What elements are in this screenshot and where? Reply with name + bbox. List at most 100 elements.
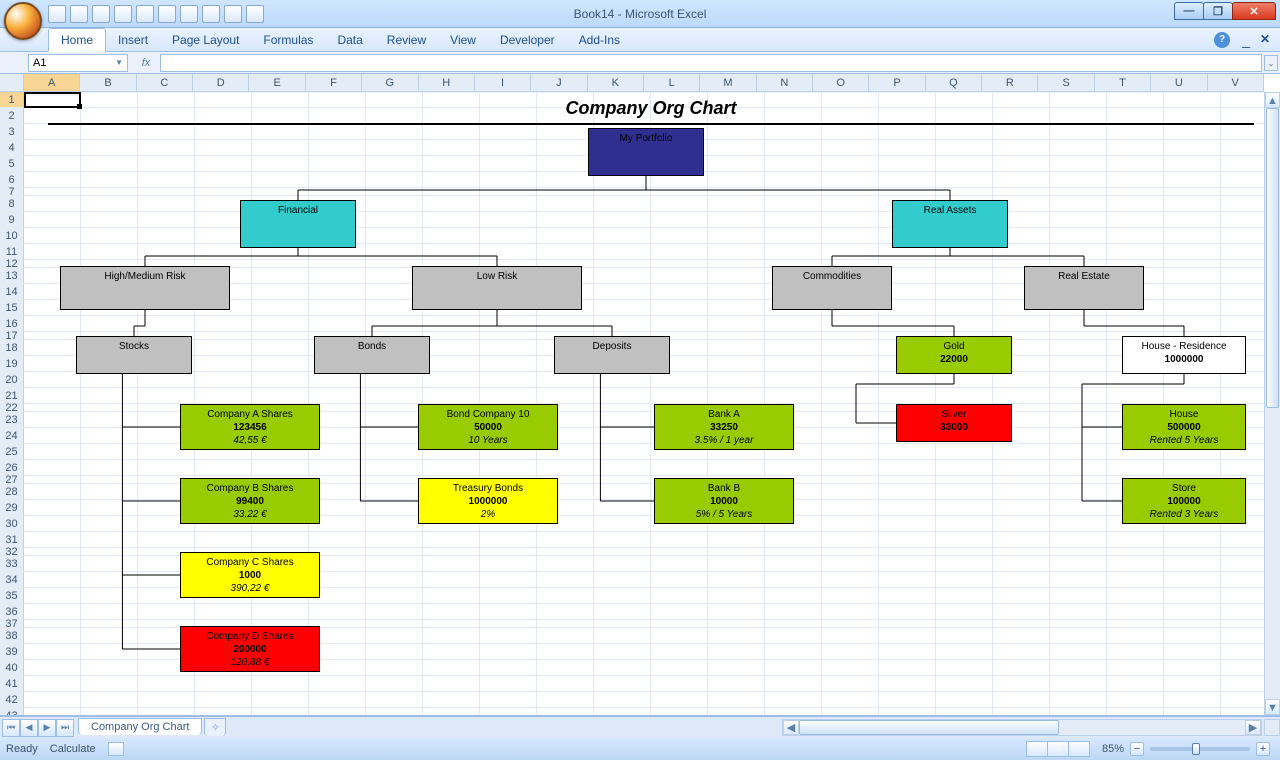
org-node-financial[interactable]: Financial [240, 200, 356, 248]
row-header[interactable]: 4 [0, 140, 24, 156]
row-header[interactable]: 9 [0, 212, 24, 228]
zoom-level[interactable]: 85% [1102, 743, 1124, 755]
ribbon-tab-developer[interactable]: Developer [488, 29, 567, 51]
column-header[interactable]: A [24, 74, 80, 92]
org-node-lowrisk[interactable]: Low Risk [412, 266, 582, 310]
row-header[interactable]: 17 [0, 332, 24, 340]
org-node-coC[interactable]: Company C Shares1000390,22 € [180, 552, 320, 598]
row-header[interactable]: 25 [0, 444, 24, 460]
org-node-root[interactable]: My Portfolio [588, 128, 704, 176]
scroll-left-icon[interactable]: ◀ [783, 720, 799, 735]
vertical-scrollbar[interactable]: ▲ ▼ [1264, 92, 1280, 715]
row-header[interactable]: 23 [0, 412, 24, 428]
name-box-dropdown-icon[interactable]: ▼ [115, 58, 123, 67]
org-node-bankB[interactable]: Bank B100005% / 5 Years [654, 478, 794, 524]
column-header[interactable]: T [1095, 74, 1151, 92]
org-node-bond10[interactable]: Bond Company 105000010 Years [418, 404, 558, 450]
row-header[interactable]: 14 [0, 284, 24, 300]
row-header[interactable]: 5 [0, 156, 24, 172]
org-node-realest[interactable]: Real Estate [1024, 266, 1144, 310]
h-scroll-split[interactable] [1264, 719, 1280, 736]
org-node-tbonds[interactable]: Treasury Bonds10000002% [418, 478, 558, 524]
scroll-up-icon[interactable]: ▲ [1265, 92, 1280, 108]
tab-nav-prev-icon[interactable]: ◀ [20, 719, 38, 737]
view-page-layout-icon[interactable] [1047, 741, 1069, 757]
org-node-bonds[interactable]: Bonds [314, 336, 430, 374]
select-all-corner[interactable] [0, 74, 24, 92]
column-header[interactable]: M [700, 74, 756, 92]
help-icon[interactable]: ? [1214, 32, 1230, 48]
row-header[interactable]: 8 [0, 196, 24, 212]
h-scroll-thumb[interactable] [799, 720, 1059, 735]
row-header[interactable]: 7 [0, 188, 24, 196]
zoom-in-button[interactable]: + [1256, 742, 1270, 756]
row-header[interactable]: 12 [0, 260, 24, 268]
name-box[interactable]: A1 ▼ [28, 54, 128, 72]
workbook-minimize-icon[interactable]: _ [1242, 32, 1250, 48]
column-header[interactable]: G [362, 74, 418, 92]
qat-icon[interactable] [180, 5, 198, 23]
ribbon-tab-data[interactable]: Data [325, 29, 374, 51]
row-header[interactable]: 10 [0, 228, 24, 244]
row-header[interactable]: 13 [0, 268, 24, 284]
ribbon-tab-home[interactable]: Home [48, 28, 106, 52]
row-header[interactable]: 15 [0, 300, 24, 316]
column-header[interactable]: S [1038, 74, 1094, 92]
ribbon-tab-add-ins[interactable]: Add-Ins [567, 29, 632, 51]
office-button[interactable] [4, 2, 42, 40]
qat-icon[interactable] [136, 5, 154, 23]
column-header[interactable]: F [306, 74, 362, 92]
row-header[interactable]: 20 [0, 372, 24, 388]
ribbon-tab-view[interactable]: View [438, 29, 488, 51]
org-node-coD[interactable]: Company D Shares200000120,88 € [180, 626, 320, 672]
org-node-coB[interactable]: Company B Shares9940033,22 € [180, 478, 320, 524]
row-header[interactable]: 19 [0, 356, 24, 372]
zoom-slider-handle[interactable] [1192, 743, 1200, 755]
qat-redo-icon[interactable] [92, 5, 110, 23]
org-node-deposits[interactable]: Deposits [554, 336, 670, 374]
sheet-tab-add[interactable]: ✧ [204, 718, 226, 736]
column-header[interactable]: L [644, 74, 700, 92]
column-header[interactable]: K [588, 74, 644, 92]
scroll-down-icon[interactable]: ▼ [1265, 699, 1280, 715]
active-cell[interactable] [24, 92, 81, 108]
qat-icon[interactable] [202, 5, 220, 23]
qat-save-icon[interactable] [48, 5, 66, 23]
row-header[interactable]: 24 [0, 428, 24, 444]
tab-nav-next-icon[interactable]: ▶ [38, 719, 56, 737]
h-scroll-track[interactable] [799, 720, 1245, 735]
org-node-house1[interactable]: House - Residence1000000 [1122, 336, 1246, 374]
org-node-silver[interactable]: Silver33000 [896, 404, 1012, 442]
row-header[interactable]: 37 [0, 620, 24, 628]
zoom-slider[interactable] [1150, 747, 1250, 751]
row-header[interactable]: 1 [0, 92, 24, 108]
tab-nav-first-icon[interactable]: ⏮ [2, 719, 20, 737]
column-header[interactable]: D [193, 74, 249, 92]
org-node-stocks[interactable]: Stocks [76, 336, 192, 374]
sheet-tab-active[interactable]: Company Org Chart [78, 718, 202, 735]
maximize-button[interactable]: ❐ [1203, 2, 1233, 20]
column-header[interactable]: N [757, 74, 813, 92]
ribbon-tab-page-layout[interactable]: Page Layout [160, 29, 251, 51]
column-header[interactable]: O [813, 74, 869, 92]
row-header[interactable]: 2 [0, 108, 24, 124]
column-header[interactable]: P [869, 74, 925, 92]
row-header[interactable]: 27 [0, 476, 24, 484]
formula-bar[interactable] [160, 54, 1262, 72]
row-header[interactable]: 18 [0, 340, 24, 356]
row-header[interactable]: 30 [0, 516, 24, 532]
qat-undo-icon[interactable] [70, 5, 88, 23]
minimize-button[interactable]: — [1174, 2, 1204, 20]
row-header[interactable]: 34 [0, 572, 24, 588]
column-header[interactable]: H [419, 74, 475, 92]
org-node-house2[interactable]: House500000Rented 5 Years [1122, 404, 1246, 450]
fx-icon[interactable]: fx [138, 55, 154, 71]
row-header[interactable]: 40 [0, 660, 24, 676]
org-node-hmrisk[interactable]: High/Medium Risk [60, 266, 230, 310]
org-node-store[interactable]: Store100000Rented 3 Years [1122, 478, 1246, 524]
row-header[interactable]: 39 [0, 644, 24, 660]
column-header[interactable]: R [982, 74, 1038, 92]
qat-print-icon[interactable] [246, 5, 264, 23]
column-header[interactable]: C [137, 74, 193, 92]
row-header[interactable]: 38 [0, 628, 24, 644]
